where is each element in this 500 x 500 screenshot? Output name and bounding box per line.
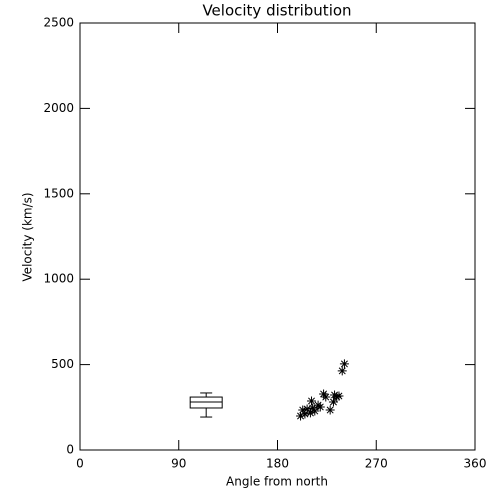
x-tick-label: 180: [266, 457, 289, 471]
point: [319, 389, 329, 399]
chart-title: Velocity distribution: [202, 2, 351, 20]
point: [308, 403, 318, 413]
x-axis-label: Angle from north: [226, 475, 328, 489]
y-tick-label: 0: [66, 443, 74, 457]
point: [321, 392, 331, 402]
point: [315, 402, 325, 412]
x-tick-label: 90: [171, 457, 186, 471]
point: [298, 405, 308, 415]
point: [325, 405, 335, 415]
y-axis-label: Velocity (km/s): [21, 192, 35, 281]
y-tick-label: 500: [51, 357, 74, 371]
x-tick-label: 0: [76, 457, 84, 471]
point: [307, 396, 317, 406]
point: [310, 406, 320, 416]
y-tick-label: 2500: [43, 16, 74, 30]
y-tick-label: 1000: [43, 272, 74, 286]
point: [332, 392, 342, 402]
y-tick-label: 2000: [43, 101, 74, 115]
point: [328, 397, 338, 407]
plot-frame: [79, 22, 476, 451]
x-tick-label: 360: [464, 457, 487, 471]
point: [300, 409, 310, 419]
box: [189, 396, 223, 409]
point: [339, 359, 349, 369]
point: [334, 391, 344, 401]
point: [305, 408, 315, 418]
point: [296, 411, 306, 421]
x-tick-label: 270: [365, 457, 388, 471]
point: [302, 404, 312, 414]
y-tick-label: 1500: [43, 186, 74, 200]
point: [337, 366, 347, 376]
